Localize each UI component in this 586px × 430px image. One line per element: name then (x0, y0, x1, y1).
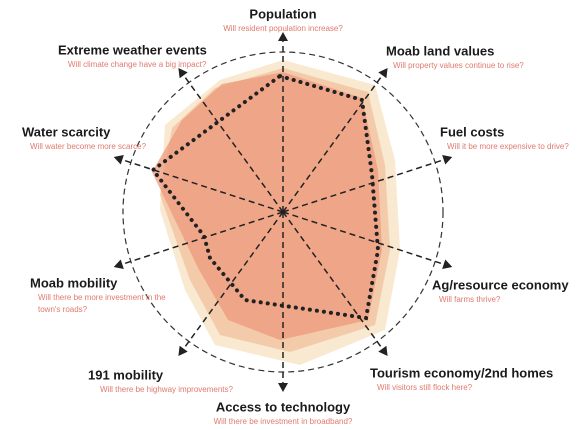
arrow-head (278, 32, 288, 41)
axis-label: Ag/resource economy (432, 277, 569, 292)
area-main (152, 72, 382, 340)
dotted-scenario (150, 73, 381, 321)
axis-label: Moab mobility (30, 275, 118, 290)
axis-labels: Population Will resident population incre… (22, 6, 569, 426)
axis-question: Will it be more expensive to drive? (447, 142, 569, 151)
axis-lines (113, 32, 453, 392)
axis-label: Fuel costs (440, 124, 504, 139)
axis-question: Will climate change have a big impact? (68, 60, 207, 69)
axis-question: town's roads? (38, 305, 88, 314)
axis-question: Will there be highway improvements? (100, 385, 233, 394)
arrow-head (378, 67, 388, 79)
axis-question: Will property values continue to rise? (393, 61, 524, 70)
axis-label: Moab land values (386, 43, 494, 58)
axis-question: Will farms thrive? (439, 295, 501, 304)
axis-question: Will resident population increase? (223, 24, 343, 33)
arrow-head (278, 383, 288, 392)
axis-label: Access to technology (216, 399, 351, 414)
arrow-head (178, 67, 188, 79)
axis-label: 191 mobility (88, 367, 164, 382)
arrow-head (113, 155, 124, 165)
axis-label: Water scarcity (22, 124, 111, 139)
axis-question: Will there be investment in broadband? (214, 417, 353, 426)
axis-label: Tourism economy/2nd homes (370, 365, 553, 380)
axis-label: Extreme weather events (58, 42, 207, 57)
arrow-head (113, 259, 124, 269)
axis-question: Will there be more investment in the (38, 293, 166, 302)
arrow-head (442, 155, 453, 165)
arrow-head (178, 345, 188, 357)
axis-question: Will visitors still flock here? (377, 383, 473, 392)
arrow-head (378, 345, 388, 357)
axis-label: Population (249, 6, 316, 21)
axis-question: Will water become more scarce? (30, 142, 147, 151)
arrow-head (442, 259, 453, 269)
